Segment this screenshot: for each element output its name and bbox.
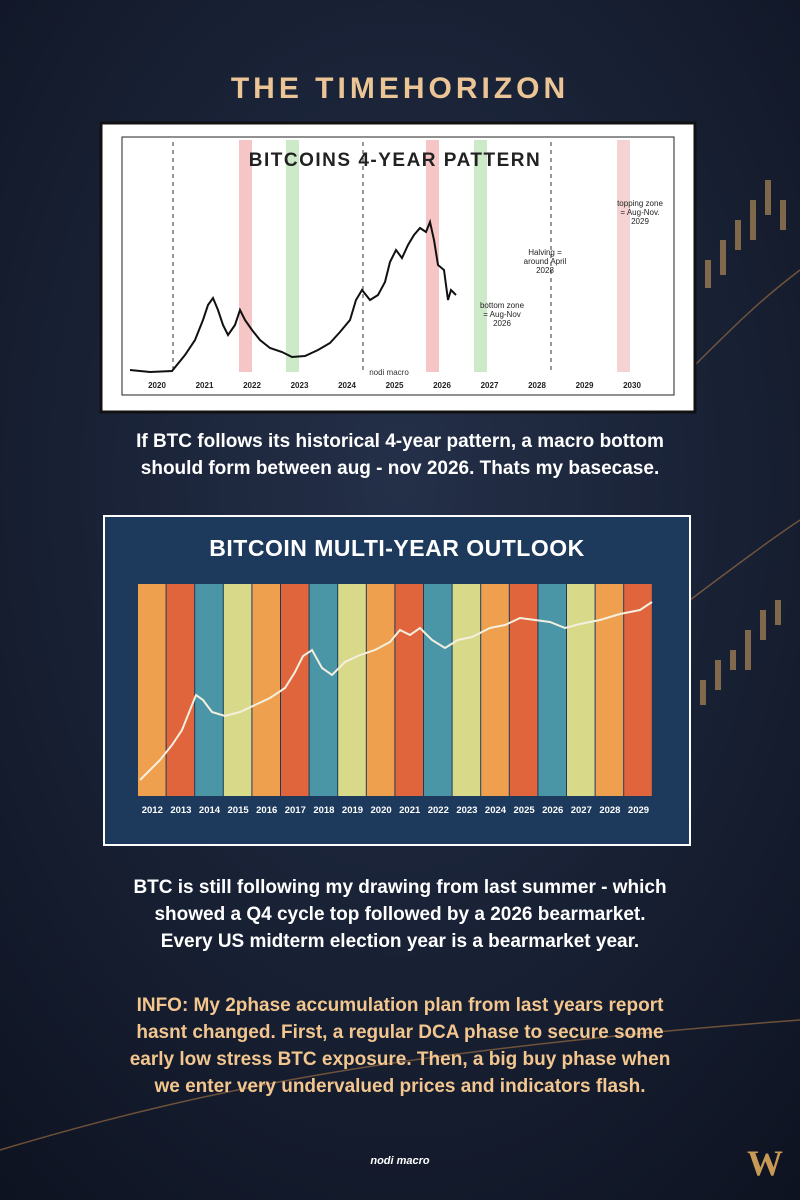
year-band: [481, 584, 509, 796]
year-band: [366, 584, 395, 796]
footer-credit: nodi macro: [370, 1155, 430, 1167]
caption-line: Every US midterm election year is a bear…: [161, 931, 639, 952]
caption-line: should form between aug - nov 2026. That…: [141, 458, 659, 479]
caption-line: BTC is still following my drawing from l…: [133, 877, 666, 898]
year-band: [624, 584, 652, 796]
page-title: THE TIMEHORIZON: [231, 72, 569, 105]
info-line: early low stress BTC exposure. Then, a b…: [130, 1049, 671, 1070]
x-tick-label: 2028: [528, 381, 546, 390]
annotation: around April: [524, 257, 567, 266]
year-band: [538, 584, 566, 796]
year-band: [166, 584, 195, 796]
x-tick-label: 2017: [285, 805, 306, 816]
x-tick-label: 2021: [196, 381, 214, 390]
year-band: [138, 584, 166, 796]
plot-frame: [121, 136, 675, 396]
annotation: topping zone: [617, 199, 663, 208]
info-line: INFO: My 2phase accumulation plan from l…: [137, 995, 665, 1016]
x-tick-label: 2023: [456, 805, 477, 816]
x-tick-label: 2016: [256, 805, 277, 816]
x-tick-label: 2027: [571, 805, 592, 816]
annotation: bottom zone: [480, 301, 525, 310]
x-tick-label: 2021: [399, 805, 421, 816]
annotation: Halving =: [528, 248, 562, 257]
x-tick-label: 2023: [291, 381, 309, 390]
annotation: = Aug-Nov: [483, 310, 521, 319]
caption-line: If BTC follows its historical 4-year pat…: [136, 431, 664, 452]
price-line: [129, 218, 457, 374]
caption-line: showed a Q4 cycle top followed by a 2026…: [154, 904, 645, 925]
annotation: 2029: [631, 217, 649, 226]
year-band: [252, 584, 280, 796]
annotation: = Aug-Nov.: [620, 208, 659, 217]
x-tick-label: 2014: [199, 805, 221, 816]
x-tick-label: 2015: [228, 805, 250, 816]
x-tick-label: 2012: [142, 805, 163, 816]
x-tick-label: 2018: [313, 805, 334, 816]
price-line: [139, 601, 653, 781]
figure-title: BITCOINS 4-YEAR PATTERN: [249, 150, 541, 171]
x-tick-label: 2025: [386, 381, 404, 390]
x-tick-label: 2030: [623, 381, 641, 390]
logo: W: [747, 1143, 783, 1183]
x-tick-label: 2020: [148, 381, 166, 390]
year-band: [309, 584, 338, 796]
year-band: [509, 584, 538, 796]
x-tick-label: 2029: [576, 381, 594, 390]
x-tick-label: 2026: [542, 805, 563, 816]
year-band: [595, 584, 624, 796]
info-line: hasnt changed. First, a regular DCA phas…: [136, 1022, 663, 1043]
year-band: [338, 584, 366, 796]
x-tick-label: 2019: [342, 805, 363, 816]
year-band: [424, 584, 452, 796]
zones: [239, 140, 630, 372]
year-band: [395, 584, 423, 796]
year-band: [281, 584, 309, 796]
annotation: 2028: [536, 266, 554, 275]
decor-line: [0, 269, 800, 1151]
x-tick-label: 2013: [170, 805, 191, 816]
figure-title: BITCOIN MULTI-YEAR OUTLOOK: [209, 535, 584, 561]
x-tick-label: 2025: [514, 805, 536, 816]
decor-candles: [700, 180, 786, 705]
x-tick-label: 2020: [371, 805, 392, 816]
x-tick-label: 2022: [243, 381, 261, 390]
x-tick-label: 2024: [485, 805, 507, 816]
year-band: [223, 584, 252, 796]
x-tick-label: 2029: [628, 805, 649, 816]
info-line: we enter very undervalued prices and ind…: [153, 1076, 645, 1097]
year-band: [567, 584, 595, 796]
watermark: nodi macro: [369, 368, 409, 377]
x-tick-label: 2022: [428, 805, 449, 816]
figure-4-year-pattern: BITCOINS 4-YEAR PATTERN nodi macro 2020 2…: [99, 121, 697, 414]
year-band: [452, 584, 481, 796]
figure-frame: [99, 121, 697, 414]
year-bands: [138, 584, 652, 796]
year-band: [195, 584, 223, 796]
x-tick-label: 2028: [599, 805, 620, 816]
x-tick-label: 2027: [481, 381, 499, 390]
halving-lines: [172, 142, 552, 372]
annotation: 2026: [493, 319, 511, 328]
x-tick-label: 2026: [433, 381, 451, 390]
figure-multi-year-outlook: BITCOIN MULTI-YEAR OUTLOOK 2012 2013 2014 2…: [103, 515, 691, 846]
x-tick-label: 2024: [338, 381, 356, 390]
